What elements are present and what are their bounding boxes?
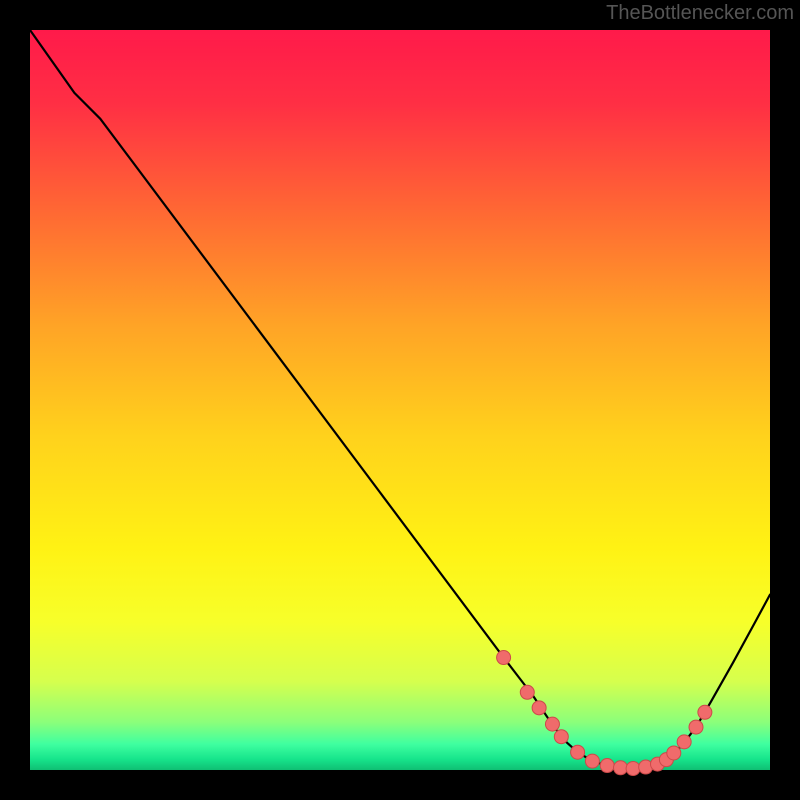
curve-marker [585,754,599,768]
curve-marker [698,705,712,719]
curve-marker [677,735,691,749]
curve-marker [571,745,585,759]
curve-marker [600,759,614,773]
curve-marker [689,720,703,734]
curve-marker [497,651,511,665]
gradient-background [30,30,770,770]
curve-marker [520,685,534,699]
curve-marker [667,746,681,760]
curve-marker [554,730,568,744]
curve-marker [614,761,628,775]
curve-marker [532,701,546,715]
bottleneck-chart [0,0,800,800]
curve-marker [626,762,640,776]
curve-marker [545,717,559,731]
attribution-label: TheBottlenecker.com [606,2,794,25]
